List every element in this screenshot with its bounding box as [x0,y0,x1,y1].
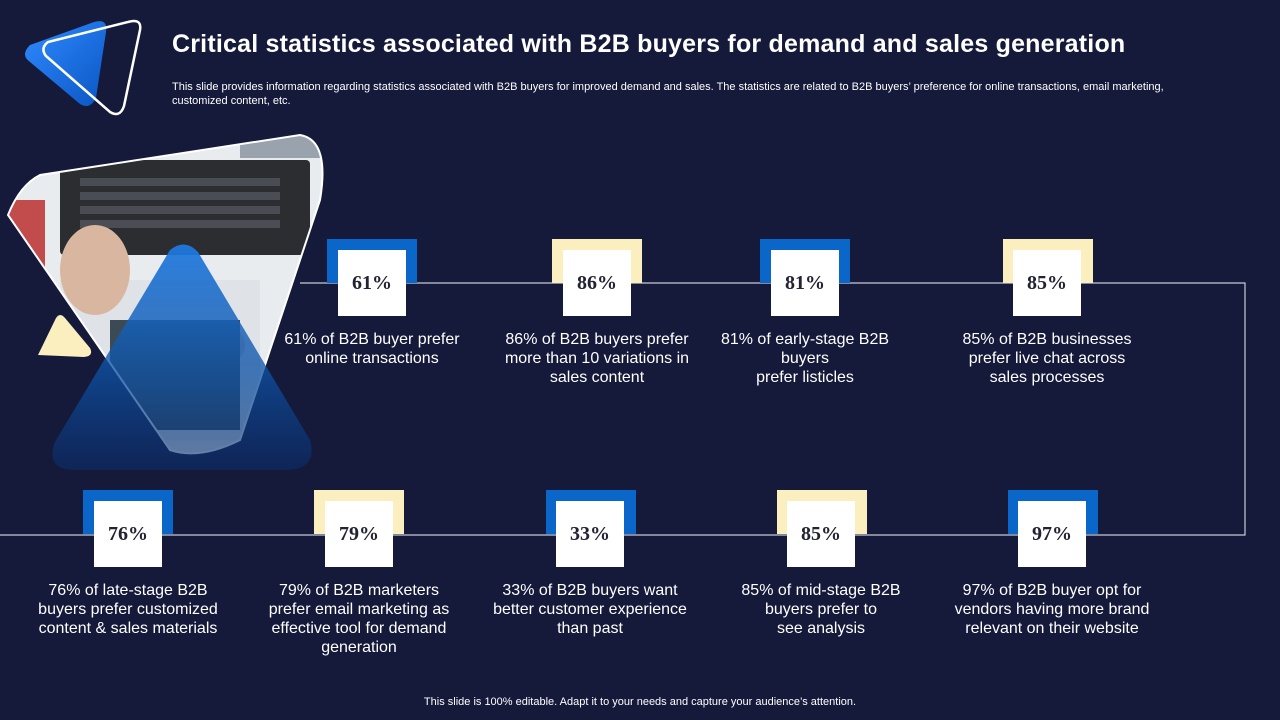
footer-note: This slide is 100% editable. Adapt it to… [423,696,857,708]
stat-value: 97% [1018,501,1086,567]
stat-value: 33% [556,501,624,567]
stat-value: 85% [787,501,855,567]
stat-value: 76% [94,501,162,567]
stat-value: 79% [325,501,393,567]
stat-description: 81% of early-stage B2B buyers prefer lis… [720,331,890,386]
page-title: Critical statistics associated with B2B … [172,30,1126,58]
stat-description: 61% of B2B buyer prefer online transacti… [284,331,460,367]
stat-value: 86% [563,250,631,316]
stat-description: 76% of late-stage B2B buyers prefer cust… [38,582,218,637]
stat-value: 85% [1013,250,1081,316]
stat-value: 61% [338,250,406,316]
decorative-graphics [6,19,324,470]
stat-description: 85% of B2B businesses prefer live chat a… [962,331,1132,386]
stat-description: 86% of B2B buyers prefer more than 10 va… [504,331,690,386]
stat-description: 97% of B2B buyer opt for vendors having … [954,582,1150,637]
stat-value: 81% [771,250,839,316]
logo-icon [25,19,142,116]
stat-description: 33% of B2B buyers want better customer e… [493,582,687,637]
stat-description: 85% of mid-stage B2B buyers prefer to se… [741,582,901,637]
stat-description: 79% of B2B marketers prefer email market… [268,582,450,656]
page-subtitle: This slide provides information regardin… [172,81,1164,107]
